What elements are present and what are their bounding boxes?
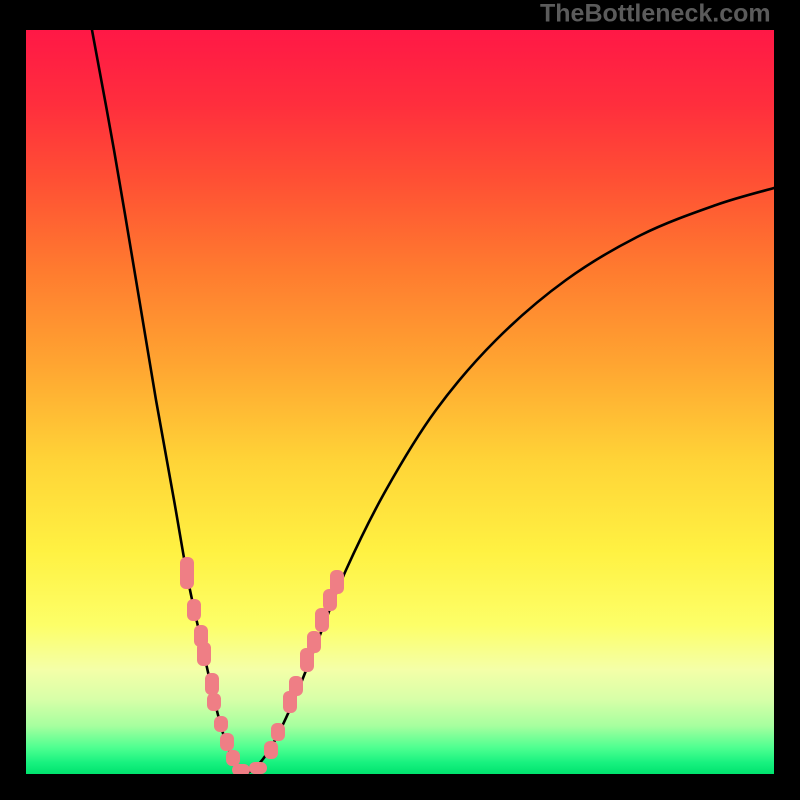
data-marker xyxy=(249,762,267,774)
data-marker xyxy=(271,723,285,741)
data-marker xyxy=(207,693,221,711)
data-marker xyxy=(205,673,219,695)
data-marker xyxy=(180,557,194,589)
data-marker xyxy=(330,570,344,594)
data-marker xyxy=(226,750,240,766)
watermark-text: TheBottleneck.com xyxy=(540,0,771,27)
plot-background-gradient xyxy=(26,30,774,774)
data-marker xyxy=(214,716,228,732)
data-marker xyxy=(289,676,303,696)
data-marker xyxy=(220,733,234,751)
data-marker xyxy=(187,599,201,621)
data-marker xyxy=(264,741,278,759)
bottleneck-chart: TheBottleneck.com xyxy=(0,0,800,800)
data-marker xyxy=(307,631,321,653)
data-marker xyxy=(197,642,211,666)
data-marker xyxy=(315,608,329,632)
